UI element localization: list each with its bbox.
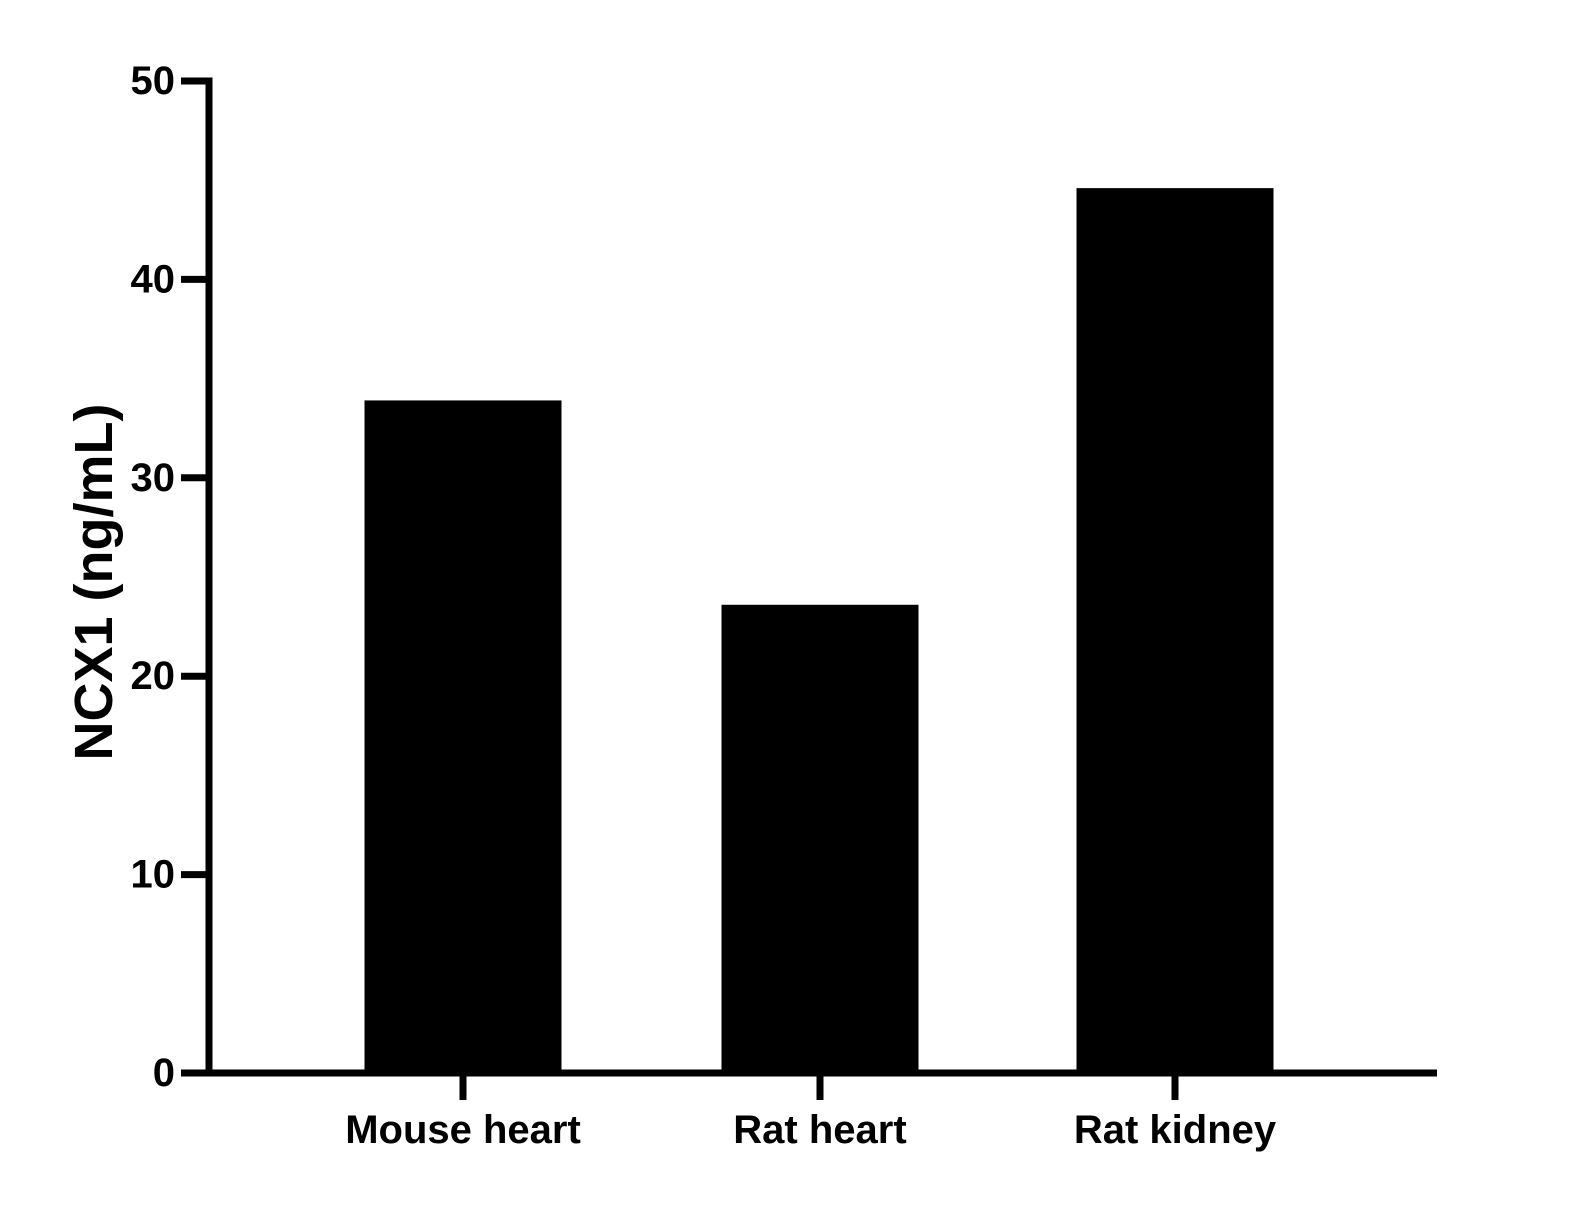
x-tick-label-rat-kidney: Rat kidney — [1074, 1108, 1277, 1152]
bar-rat-kidney — [1076, 188, 1274, 1074]
x-tick-label-rat-heart: Rat heart — [733, 1108, 906, 1152]
bar-mouse-heart — [364, 400, 562, 1073]
y-tick-label-0: 0 — [153, 1051, 175, 1095]
x-ticks-group: Mouse heart Rat heart Rat kidney — [345, 1073, 1277, 1152]
x-tick-label-mouse-heart: Mouse heart — [345, 1108, 581, 1152]
y-tick-label-40: 40 — [131, 257, 176, 301]
y-tick-label-50: 50 — [131, 59, 176, 103]
bar-rat-heart — [721, 604, 919, 1073]
y-axis-title: NCX1 (ng/mL) — [64, 404, 124, 761]
y-tick-label-10: 10 — [131, 853, 176, 897]
y-tick-label-20: 20 — [131, 654, 176, 698]
y-tick-label-30: 30 — [131, 456, 176, 500]
y-ticks-group: 0 10 20 30 40 50 — [131, 59, 209, 1095]
bars-group — [364, 188, 1274, 1074]
